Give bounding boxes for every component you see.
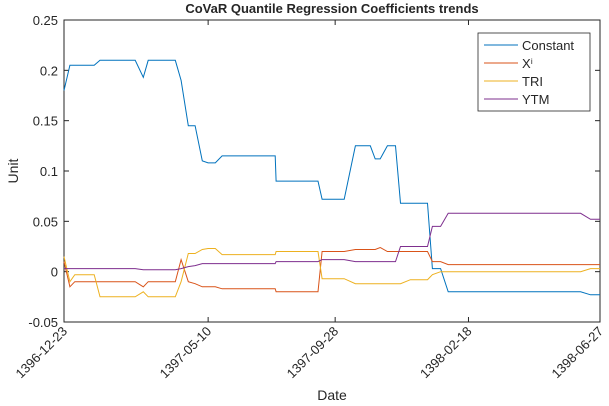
x-axis-label: Date bbox=[317, 387, 347, 403]
legend-label: Constant bbox=[522, 38, 574, 53]
legend-label: Xⁱ bbox=[522, 56, 533, 71]
y-tick-label: 0.15 bbox=[33, 114, 58, 129]
series-line bbox=[63, 248, 600, 298]
y-tick-label: 0 bbox=[51, 265, 58, 280]
chart-title: CoVaR Quantile Regression Coefficients t… bbox=[185, 1, 478, 16]
y-tick-label: 0.25 bbox=[33, 13, 58, 28]
y-tick-label: 0.05 bbox=[33, 214, 58, 229]
legend-label: YTM bbox=[522, 92, 549, 107]
legend-label: TRI bbox=[522, 74, 543, 89]
x-tick-label: 1397-05-10 bbox=[157, 324, 215, 382]
x-tick-label: 1397-09-28 bbox=[284, 324, 342, 382]
y-tick-label: 0.2 bbox=[40, 63, 58, 78]
legend-box bbox=[477, 32, 591, 112]
x-tick-label: 1398-06-27 bbox=[548, 324, 606, 382]
y-tick-label: -0.05 bbox=[28, 315, 58, 330]
x-tick-label: 1396-12-23 bbox=[12, 324, 70, 382]
series-line bbox=[64, 212, 600, 271]
x-tick-label: 1398-02-18 bbox=[417, 324, 475, 382]
y-tick-label: 0.1 bbox=[40, 164, 58, 179]
series-line bbox=[63, 246, 600, 293]
series-line bbox=[63, 59, 600, 296]
y-axis-label: Unit bbox=[5, 158, 21, 183]
